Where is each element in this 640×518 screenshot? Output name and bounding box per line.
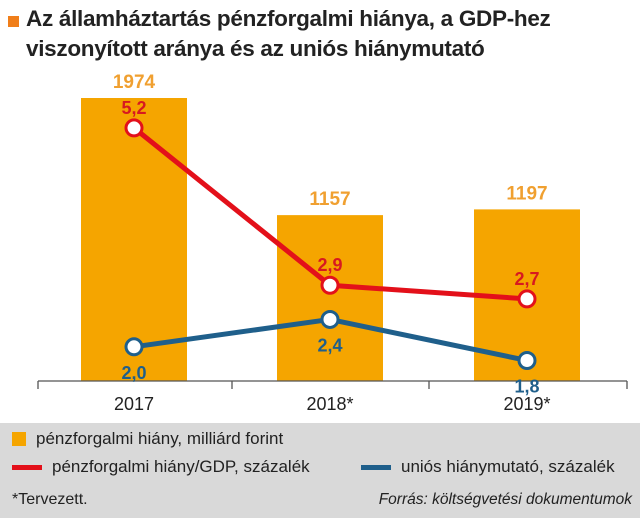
legend-swatch-eu-line — [361, 464, 391, 470]
legend-swatch-gdp-line — [12, 464, 42, 470]
lines-layer — [124, 118, 537, 370]
eu-deficit-point-3 — [517, 350, 537, 370]
title-marker — [8, 16, 19, 27]
legend-label-bars: pénzforgalmi hiány, milliárd forint — [36, 429, 284, 448]
legend-item-bars: pénzforgalmi hiány, milliárd forint — [12, 429, 283, 449]
bar-2 — [277, 215, 383, 381]
x-tick-label-2: 2018* — [306, 394, 353, 414]
legend-item-eu-line: uniós hiánymutató, százalék — [361, 457, 615, 477]
gdp-ratio-point-3 — [517, 289, 537, 309]
x-tick-label-3: 2019* — [503, 394, 550, 414]
legend-label-gdp-line: pénzforgalmi hiány/GDP, százalék — [52, 457, 310, 476]
chart-title: Az államháztartás pénzforgalmi hiánya, a… — [26, 6, 551, 61]
bar-value-label-2: 1157 — [309, 189, 350, 210]
gdp-ratio-value-label-2: 2,9 — [317, 255, 342, 275]
eu-deficit-point-1 — [124, 337, 144, 357]
legend-item-gdp-line: pénzforgalmi hiány/GDP, százalék — [12, 457, 310, 477]
legend: pénzforgalmi hiány, milliárd forint pénz… — [0, 423, 640, 518]
eu-deficit-value-label-3: 1,8 — [514, 376, 539, 396]
bar-value-label-1: 1974 — [113, 72, 156, 93]
bar-value-label-3: 1197 — [506, 183, 547, 204]
data-labels-layer: 1974 1157 1197 5,2 2,9 2,7 2,0 2,4 1,8 — [113, 72, 548, 396]
eu-deficit-point-2 — [320, 309, 340, 329]
x-tick-label-1: 2017 — [114, 394, 154, 414]
source-note: Forrás: költségvetési dokumentumok — [378, 491, 632, 508]
x-axis: 2017 2018* 2019* — [37, 380, 628, 414]
legend-label-eu-line: uniós hiánymutató, százalék — [401, 457, 615, 476]
eu-deficit-value-label-1: 2,0 — [121, 363, 146, 383]
gdp-ratio-point-1 — [124, 118, 144, 138]
gdp-ratio-point-2 — [320, 275, 340, 295]
gdp-ratio-value-label-1: 5,2 — [121, 98, 146, 118]
eu-deficit-value-label-2: 2,4 — [317, 335, 342, 355]
bar-1 — [81, 98, 187, 381]
footnote: *Tervezett. — [12, 491, 88, 508]
legend-swatch-bars — [12, 432, 26, 446]
gdp-ratio-value-label-3: 2,7 — [514, 269, 539, 289]
